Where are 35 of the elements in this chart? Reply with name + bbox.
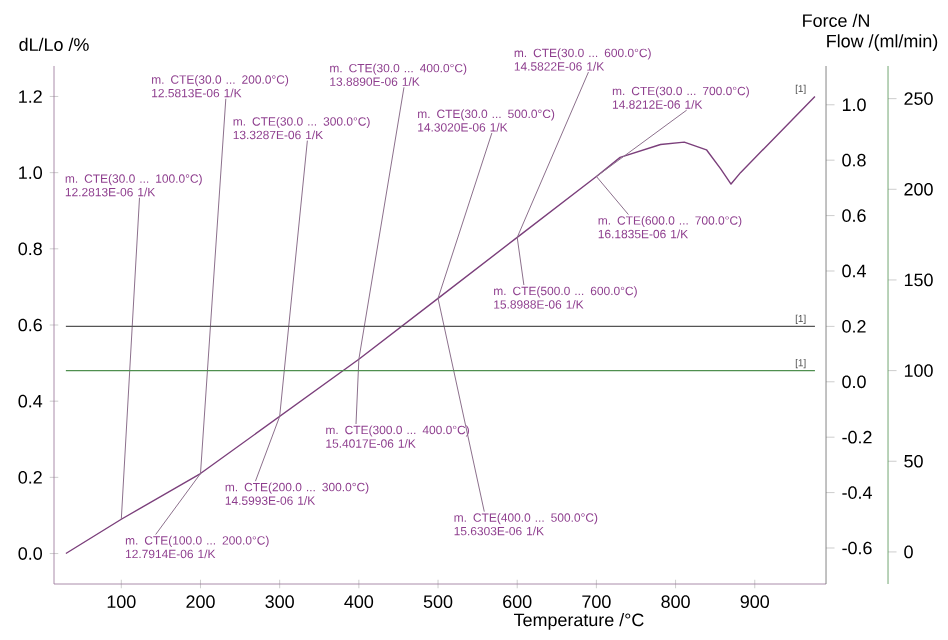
y2-tick-label: -0.6 bbox=[842, 541, 872, 555]
y2-tick-label: 0.4 bbox=[842, 264, 866, 278]
y-tick-label: 0.2 bbox=[18, 470, 42, 484]
x-tick-label: 800 bbox=[661, 595, 690, 608]
y-axis-title: dL/Lo /% bbox=[19, 37, 89, 51]
y-tick-label: 1.2 bbox=[19, 90, 42, 103]
y2-tick-label: -0.2 bbox=[842, 430, 872, 444]
x-tick-label: 200 bbox=[186, 595, 215, 608]
y3-tick-label: 200 bbox=[904, 182, 933, 196]
y-tick-label: 0.8 bbox=[18, 242, 42, 256]
x-tick-label: 400 bbox=[344, 595, 374, 608]
y2-tick-label: 0.2 bbox=[842, 320, 866, 333]
y2-tick-label: 0.0 bbox=[842, 375, 866, 389]
y2-axis-title: Force /N bbox=[803, 13, 869, 27]
y2-tick-label: 0.8 bbox=[842, 153, 866, 167]
x-tick-label: 500 bbox=[423, 595, 453, 608]
y3-tick-label: 100 bbox=[904, 364, 933, 377]
x-tick-label: 700 bbox=[582, 595, 611, 608]
y3-axis-title: Flow /(ml/min) bbox=[827, 34, 938, 51]
x-axis-title: Temperature /°C bbox=[513, 613, 644, 630]
y2-tick-label: 0.6 bbox=[842, 209, 866, 222]
y-tick-label: 1.0 bbox=[19, 166, 43, 179]
x-tick-label: 300 bbox=[265, 595, 294, 608]
y2-tick-label: 1.0 bbox=[842, 98, 866, 112]
x-tick-label: 100 bbox=[107, 595, 136, 608]
y3-tick-label: 250 bbox=[904, 92, 933, 105]
y3-tick-label: 50 bbox=[904, 454, 923, 468]
y-tick-label: 0.6 bbox=[18, 318, 42, 332]
y-tick-label: 0.4 bbox=[18, 394, 43, 408]
x-tick-label: 600 bbox=[503, 595, 532, 608]
y3-tick-label: 0 bbox=[904, 545, 913, 559]
y3-tick-label: 150 bbox=[904, 273, 933, 287]
y-tick-label: 0.0 bbox=[18, 547, 43, 560]
y2-tick-label: -0.4 bbox=[842, 486, 872, 499]
x-tick-label: 900 bbox=[740, 595, 770, 608]
